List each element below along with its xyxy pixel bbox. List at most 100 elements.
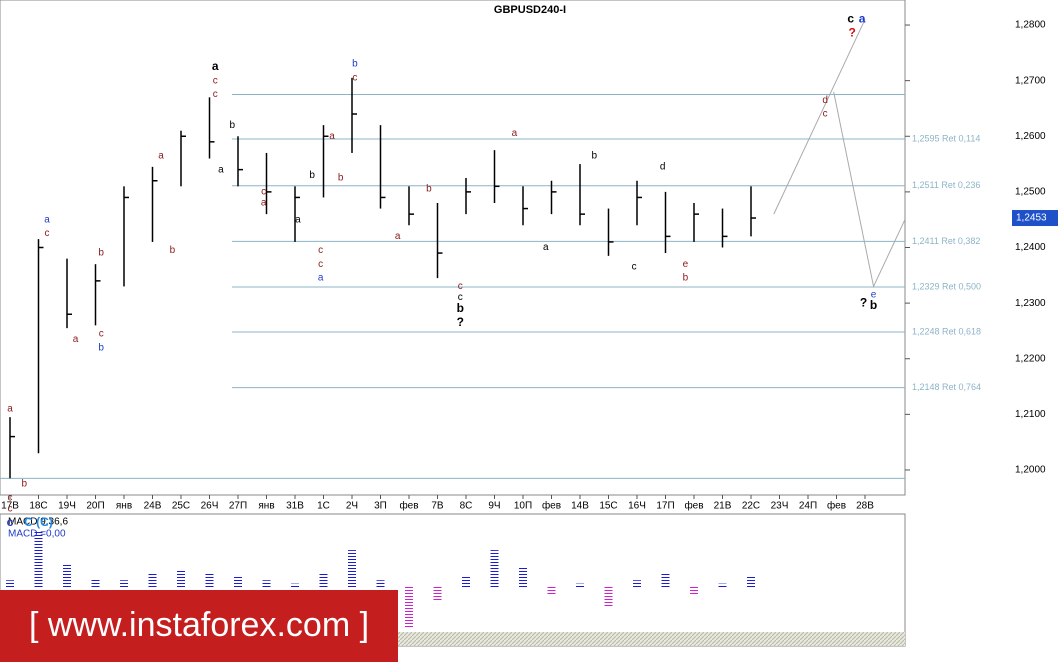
retracement-label: 1,2148 Ret 0,764 — [912, 382, 981, 392]
wave-label: b — [98, 342, 104, 353]
wave-label: c — [318, 259, 323, 270]
wave-label: d — [822, 95, 828, 106]
wave-label: b — [426, 184, 432, 195]
chart-title: GBPUSD240-I — [494, 4, 566, 16]
projection-line — [833, 91, 906, 289]
wave-label: ? — [849, 26, 856, 40]
wave-label: c — [8, 492, 13, 503]
wave-label: a — [218, 164, 224, 175]
y-tick-label: 1,2600 — [1015, 131, 1046, 142]
x-tick-label: 28В — [856, 501, 874, 512]
x-tick-label: фев — [827, 500, 846, 512]
banner-text: [ www.instaforex.com ] — [29, 606, 369, 644]
x-tick-label: фев — [542, 500, 561, 512]
wave-label: a — [7, 403, 13, 414]
x-tick-label: 10П — [514, 501, 532, 512]
wave-label: a — [395, 231, 401, 242]
wave-label: c — [8, 504, 13, 515]
x-tick-label: 18С — [29, 501, 47, 512]
macd-label: MACD 9,36,6 — [8, 517, 68, 528]
wave-label: c — [99, 328, 104, 339]
y-tick-label: 1,2300 — [1015, 298, 1046, 309]
wave-label: b — [870, 298, 877, 312]
x-tick-label: 24В — [144, 501, 162, 512]
x-tick-label: 2Ч — [346, 501, 358, 512]
y-tick-label: 1,2700 — [1015, 75, 1046, 86]
retracement-label: 1,2511 Ret 0,236 — [912, 180, 980, 190]
hatch-band — [398, 632, 905, 646]
x-tick-label: 24П — [799, 501, 817, 512]
wave-label: ? — [457, 315, 464, 329]
retracement-label: 1,2411 Ret 0,382 — [912, 236, 980, 246]
wave-label: a — [212, 59, 219, 73]
wave-label: b — [683, 273, 689, 284]
wave-label: c — [7, 515, 14, 529]
wave-label: a — [44, 214, 50, 225]
wave-label: ? — [860, 295, 867, 309]
wave-label: a — [859, 12, 866, 26]
x-tick-label: 3П — [374, 501, 387, 512]
wave-label: a — [73, 334, 79, 345]
wave-label: b — [230, 120, 236, 131]
wave-label: e — [871, 289, 877, 300]
wave-label: c — [352, 73, 357, 84]
wave-label: a — [543, 242, 549, 253]
x-tick-label: 31В — [286, 501, 304, 512]
x-tick-label: 14В — [571, 501, 589, 512]
x-tick-label: 8С — [460, 501, 473, 512]
wave-label: a — [158, 150, 164, 161]
retracement-label: 1,2248 Ret 0,618 — [912, 326, 981, 336]
wave-label: b — [338, 173, 344, 184]
x-tick-label: янв — [258, 501, 274, 512]
x-tick-label: 9Ч — [488, 501, 500, 512]
x-tick-label: 27П — [229, 501, 247, 512]
x-tick-label: 15С — [599, 501, 617, 512]
x-tick-label: 23Ч — [771, 501, 789, 512]
wave-label: c — [847, 12, 854, 26]
y-tick-label: 1,2100 — [1015, 409, 1046, 420]
x-tick-label: фев — [684, 500, 703, 512]
last-price-box — [1012, 210, 1058, 227]
x-tick-label: 7В — [431, 501, 444, 512]
y-tick-label: 1,2400 — [1015, 242, 1046, 253]
x-tick-label: 16Ч — [628, 501, 646, 512]
wave-label: a — [295, 214, 301, 225]
wave-label: a — [318, 273, 324, 284]
wave-label: b — [457, 301, 464, 315]
wave-label: d — [660, 161, 666, 172]
wave-label: C (C) — [24, 515, 53, 529]
x-tick-label: 1С — [317, 501, 330, 512]
banner-box — [0, 590, 398, 662]
wave-label: b — [309, 170, 315, 181]
retracement-label: 1,2595 Ret 0,114 — [912, 133, 980, 143]
y-tick-label: 1,2500 — [1015, 187, 1046, 198]
wave-label: c — [458, 292, 463, 303]
wave-label: b — [352, 59, 358, 70]
wave-label: a — [512, 128, 518, 139]
wave-label: e — [683, 259, 689, 270]
wave-label: c — [458, 281, 463, 292]
wave-label: b — [21, 479, 27, 490]
x-tick-label: 20П — [86, 501, 104, 512]
wave-label: c — [632, 262, 637, 273]
projection-line — [773, 19, 866, 215]
x-tick-label: 17В — [1, 501, 19, 512]
x-tick-label: 21В — [714, 501, 732, 512]
x-tick-label: фев — [399, 500, 418, 512]
x-tick-label: 19Ч — [58, 501, 76, 512]
y-tick-label: 1,2000 — [1015, 465, 1046, 476]
wave-label: b — [170, 245, 176, 256]
wave-label: b — [98, 248, 104, 259]
wave-label: c — [318, 245, 323, 256]
wave-label: c — [213, 89, 218, 100]
macd-value: MACD =0,00 — [8, 529, 66, 540]
y-tick-label: 1,2800 — [1015, 20, 1046, 31]
wave-label: c — [823, 109, 828, 120]
wave-label: a — [261, 198, 267, 209]
y-tick-label: 1,2200 — [1015, 353, 1046, 364]
x-tick-label: янв — [116, 501, 132, 512]
x-tick-label: 25С — [172, 501, 190, 512]
x-tick-label: 26Ч — [201, 501, 219, 512]
